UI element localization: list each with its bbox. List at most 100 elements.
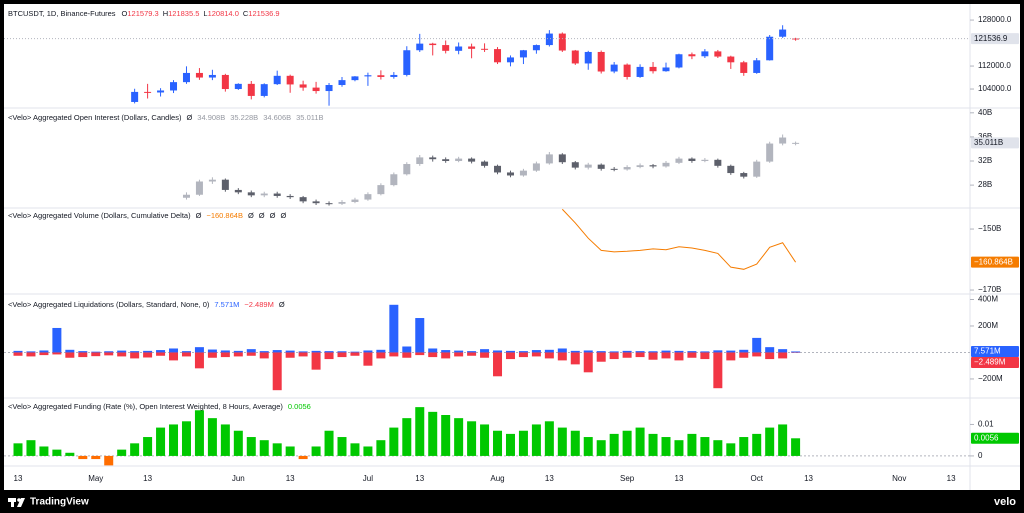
candle-body <box>649 165 657 167</box>
candle-body <box>532 45 540 51</box>
y-tick-label: 28B <box>978 180 992 189</box>
candle-body <box>727 165 735 174</box>
bar <box>622 352 632 358</box>
candle-body <box>468 46 476 49</box>
bar <box>531 350 541 353</box>
header-part: BTCUSDT, 1D, Binance-Futures <box>8 9 116 18</box>
bar <box>752 352 762 357</box>
candle-body <box>792 142 800 144</box>
x-tick-label: Jul <box>363 474 373 483</box>
bar <box>622 430 632 456</box>
candle-body <box>584 51 592 64</box>
bar <box>233 352 243 357</box>
y-tick-label: 0.01 <box>978 420 994 429</box>
x-tick-label: Oct <box>750 474 763 483</box>
bar <box>194 352 204 369</box>
bar <box>583 352 593 373</box>
bar <box>337 352 347 358</box>
header-part: <Velo> Aggregated Liquidations (Dollars,… <box>8 300 210 309</box>
header-part: Ø <box>279 300 285 309</box>
bar <box>441 415 451 456</box>
candle-body <box>286 195 294 198</box>
candle-body <box>558 33 566 51</box>
bar <box>104 455 114 466</box>
candle-body <box>740 62 748 73</box>
candle-body <box>234 189 242 193</box>
candle-body <box>195 72 203 78</box>
bar <box>583 350 593 353</box>
bar <box>570 430 580 456</box>
line <box>561 208 797 270</box>
bar <box>52 352 62 355</box>
bar <box>778 424 788 456</box>
candle-body <box>623 64 631 77</box>
bar <box>259 440 269 456</box>
candle-body <box>779 29 787 37</box>
last-value-tag <box>971 33 1019 45</box>
candle-body <box>597 164 605 169</box>
bar <box>194 347 204 353</box>
bar <box>596 351 606 353</box>
x-tick-label: Nov <box>892 474 906 483</box>
header-part: Ø <box>280 211 286 220</box>
bar <box>169 352 179 361</box>
bar <box>285 352 295 358</box>
candle-body <box>571 50 579 64</box>
bar <box>52 327 62 353</box>
candle-body <box>455 158 463 162</box>
bar <box>39 446 49 456</box>
bar <box>324 430 334 456</box>
header-part: 120814.0 <box>208 9 239 18</box>
candle-body <box>792 38 800 40</box>
candle-body <box>351 76 359 81</box>
candle-body <box>468 158 476 162</box>
bar <box>428 348 438 353</box>
bar <box>246 349 256 353</box>
bar <box>220 424 230 456</box>
bar <box>726 443 736 456</box>
candle-body <box>649 66 657 72</box>
candle-body <box>675 54 683 68</box>
y-tick-label: 104000.0 <box>978 84 1012 93</box>
candle-body <box>740 173 748 177</box>
bar <box>91 351 101 353</box>
y-tick-label: 36B <box>978 132 992 141</box>
bar <box>363 352 373 366</box>
candle-body <box>338 80 346 86</box>
header-part: 35.228B <box>230 113 258 122</box>
bar <box>337 437 347 456</box>
bar <box>739 437 749 456</box>
candle-body <box>519 170 527 176</box>
bar <box>480 352 490 358</box>
candle-body <box>545 33 553 46</box>
candle-body <box>273 75 281 85</box>
candle-body <box>338 201 346 204</box>
bar <box>518 352 528 358</box>
x-tick-label: 13 <box>804 474 813 483</box>
candle-body <box>442 159 450 162</box>
bar <box>337 351 347 353</box>
candle-body <box>610 168 618 170</box>
bar <box>700 351 710 353</box>
last-value-label: 35.011B <box>974 138 1003 147</box>
x-tick-label: 13 <box>415 474 424 483</box>
bar <box>752 433 762 456</box>
brand-logo <box>8 498 25 507</box>
bar <box>622 350 632 353</box>
candle-body <box>753 161 761 177</box>
candle-body <box>571 162 579 168</box>
bar <box>376 352 386 359</box>
candle-body <box>247 83 255 96</box>
bar <box>117 350 127 353</box>
bar <box>687 352 697 358</box>
bar <box>454 418 464 456</box>
candle-body <box>701 159 709 162</box>
last-value-label: 7.571M <box>974 347 1001 356</box>
header-part: Ø <box>259 211 265 220</box>
bar <box>181 352 191 357</box>
bar <box>26 352 36 357</box>
bar <box>324 352 334 360</box>
bar <box>454 350 464 353</box>
candle-body <box>390 74 398 77</box>
